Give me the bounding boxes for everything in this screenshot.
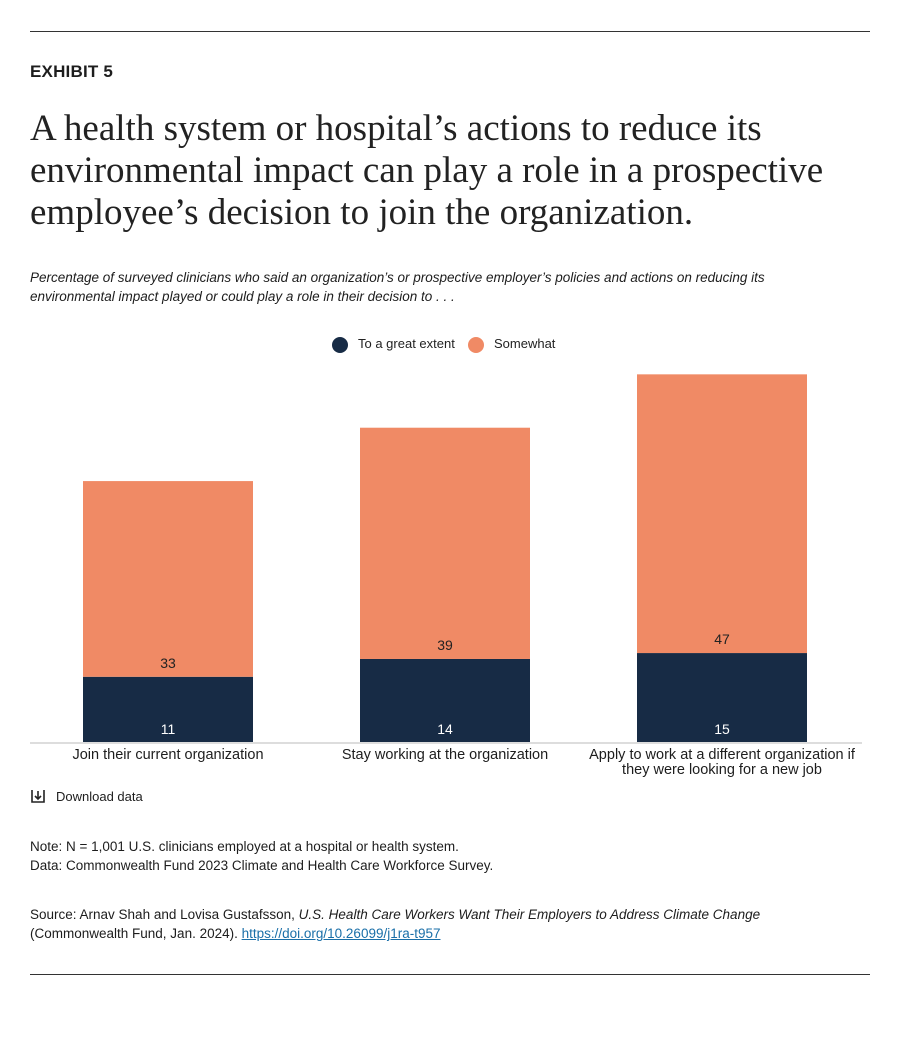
top-rule <box>30 31 870 32</box>
data-label: 33 <box>160 655 176 671</box>
chart: To a great extent Somewhat 11 33 14 39 15 47 <box>30 336 862 744</box>
bar-segment <box>637 653 807 742</box>
source-link[interactable]: https://doi.org/10.26099/j1ra-t957 <box>241 926 441 941</box>
bottom-rule <box>30 974 870 975</box>
source: Source: Arnav Shah and Lovisa Gustafsson… <box>30 905 860 943</box>
bar-segment <box>360 427 530 659</box>
bar-segment <box>360 658 530 742</box>
download-button[interactable]: Download data <box>30 788 143 804</box>
exhibit-label: EXHIBIT 5 <box>30 62 114 81</box>
download-label: Download data <box>56 788 143 804</box>
source-prefix: Source: Arnav Shah and Lovisa Gustafsson… <box>30 907 299 922</box>
x-tick-label: Apply to work at a different organizatio… <box>589 747 855 778</box>
subtitle: Percentage of surveyed clinicians who sa… <box>30 270 765 304</box>
data-label: 47 <box>714 631 730 647</box>
bar-segment <box>83 676 253 742</box>
source-suffix: (Commonwealth Fund, Jan. 2024). <box>30 926 242 941</box>
legend-swatch <box>468 337 484 353</box>
data-label: 11 <box>161 721 176 737</box>
legend-swatch <box>332 337 348 353</box>
legend-label: To a great extent <box>358 336 455 351</box>
source-title: U.S. Health Care Workers Want Their Empl… <box>298 907 761 922</box>
legend-label: Somewhat <box>494 336 556 351</box>
data-label: 14 <box>437 721 453 737</box>
data-label: 39 <box>437 637 453 653</box>
x-tick-label: Join their current organization <box>72 747 264 763</box>
bar-segment <box>83 481 253 677</box>
bar-segment <box>637 374 807 654</box>
download-icon <box>31 790 45 803</box>
data-note: Data: Commonwealth Fund 2023 Climate and… <box>30 858 494 873</box>
x-tick-label: Stay working at the organization <box>341 747 549 763</box>
title: A health system or hospital’s actions to… <box>30 108 824 233</box>
note: Note: N = 1,001 U.S. clinicians employed… <box>30 839 459 854</box>
data-label: 15 <box>714 721 730 737</box>
